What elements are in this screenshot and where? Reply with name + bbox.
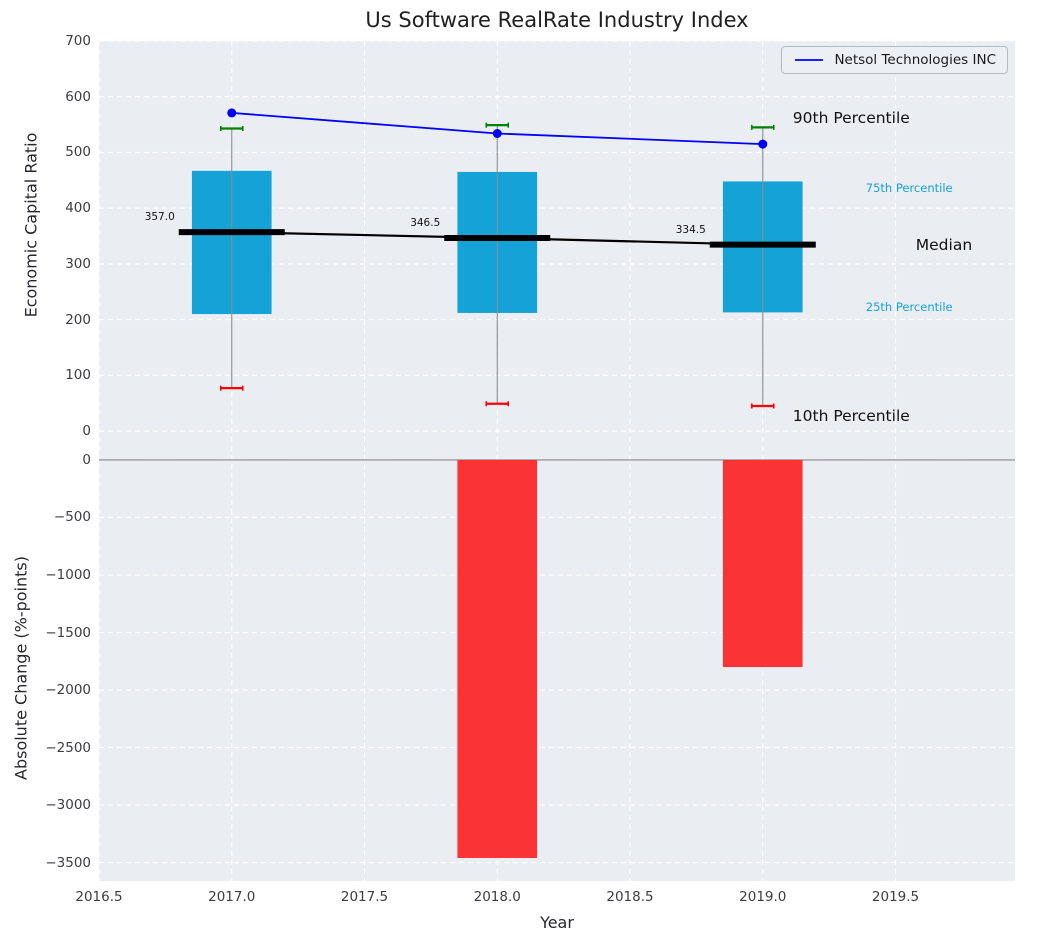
y-tick-label-top: 300 <box>65 255 91 272</box>
x-tick-label: 2017.5 <box>340 889 389 905</box>
y-tick-label-bottom: −3000 <box>45 797 91 814</box>
xlabel-year: Year <box>540 913 574 932</box>
x-tick-label: 2019.5 <box>871 889 920 905</box>
y-tick-label-bottom: 0 <box>82 451 91 468</box>
median-value-label-2017: 357.0 <box>144 211 175 224</box>
company-marker-2018 <box>492 129 502 139</box>
legend: Netsol Technologies INC <box>781 46 1008 74</box>
y-tick-label-top: 0 <box>82 423 91 440</box>
annotation-90th-percentile: 90th Percentile <box>792 109 910 128</box>
y-tick-label-top: 100 <box>65 367 91 384</box>
legend-label: Netsol Technologies INC <box>834 52 996 68</box>
company-marker-2017 <box>227 108 237 118</box>
x-tick-label: 2018.0 <box>473 889 521 905</box>
ylabel-absolute-change: Absolute Change (%-points) <box>11 556 31 780</box>
y-tick-label-bottom: −3500 <box>45 854 91 871</box>
median-value-label-2019: 334.5 <box>675 223 706 236</box>
y-tick-label-bottom: −2500 <box>45 739 91 756</box>
change-bar-2019 <box>722 459 803 668</box>
plot-background <box>99 41 1015 881</box>
y-tick-label-top: 700 <box>65 33 91 49</box>
ylabel-economic-capital-ratio: Economic Capital Ratio <box>21 132 41 318</box>
y-tick-label-bottom: −1500 <box>45 624 91 641</box>
y-tick-label-top: 500 <box>65 144 91 161</box>
y-tick-label-top: 200 <box>65 311 91 328</box>
y-tick-label-top: 400 <box>65 200 91 217</box>
x-tick-label: 2016.5 <box>75 889 123 905</box>
y-tick-label-top: 600 <box>65 88 91 105</box>
y-tick-label-bottom: −1000 <box>45 566 91 583</box>
annotation-10th-percentile: 10th Percentile <box>792 406 910 425</box>
y-tick-label-bottom: −500 <box>53 509 91 526</box>
x-tick-label: 2019.0 <box>739 889 787 905</box>
legend-line-icon <box>795 59 824 61</box>
annotation-median: Median <box>915 235 973 254</box>
chart-title: Us Software RealRate Industry Index <box>365 8 749 32</box>
company-marker-2019 <box>758 139 768 149</box>
median-value-label-2018: 346.5 <box>410 216 441 229</box>
annotation-75th-percentile: 75th Percentile <box>865 181 953 196</box>
change-bar-2018 <box>457 459 538 858</box>
y-tick-label-bottom: −2000 <box>45 682 91 699</box>
annotation-25th-percentile: 25th Percentile <box>865 300 953 315</box>
x-tick-label: 2018.5 <box>606 889 654 905</box>
x-tick-label: 2017.0 <box>208 889 256 905</box>
